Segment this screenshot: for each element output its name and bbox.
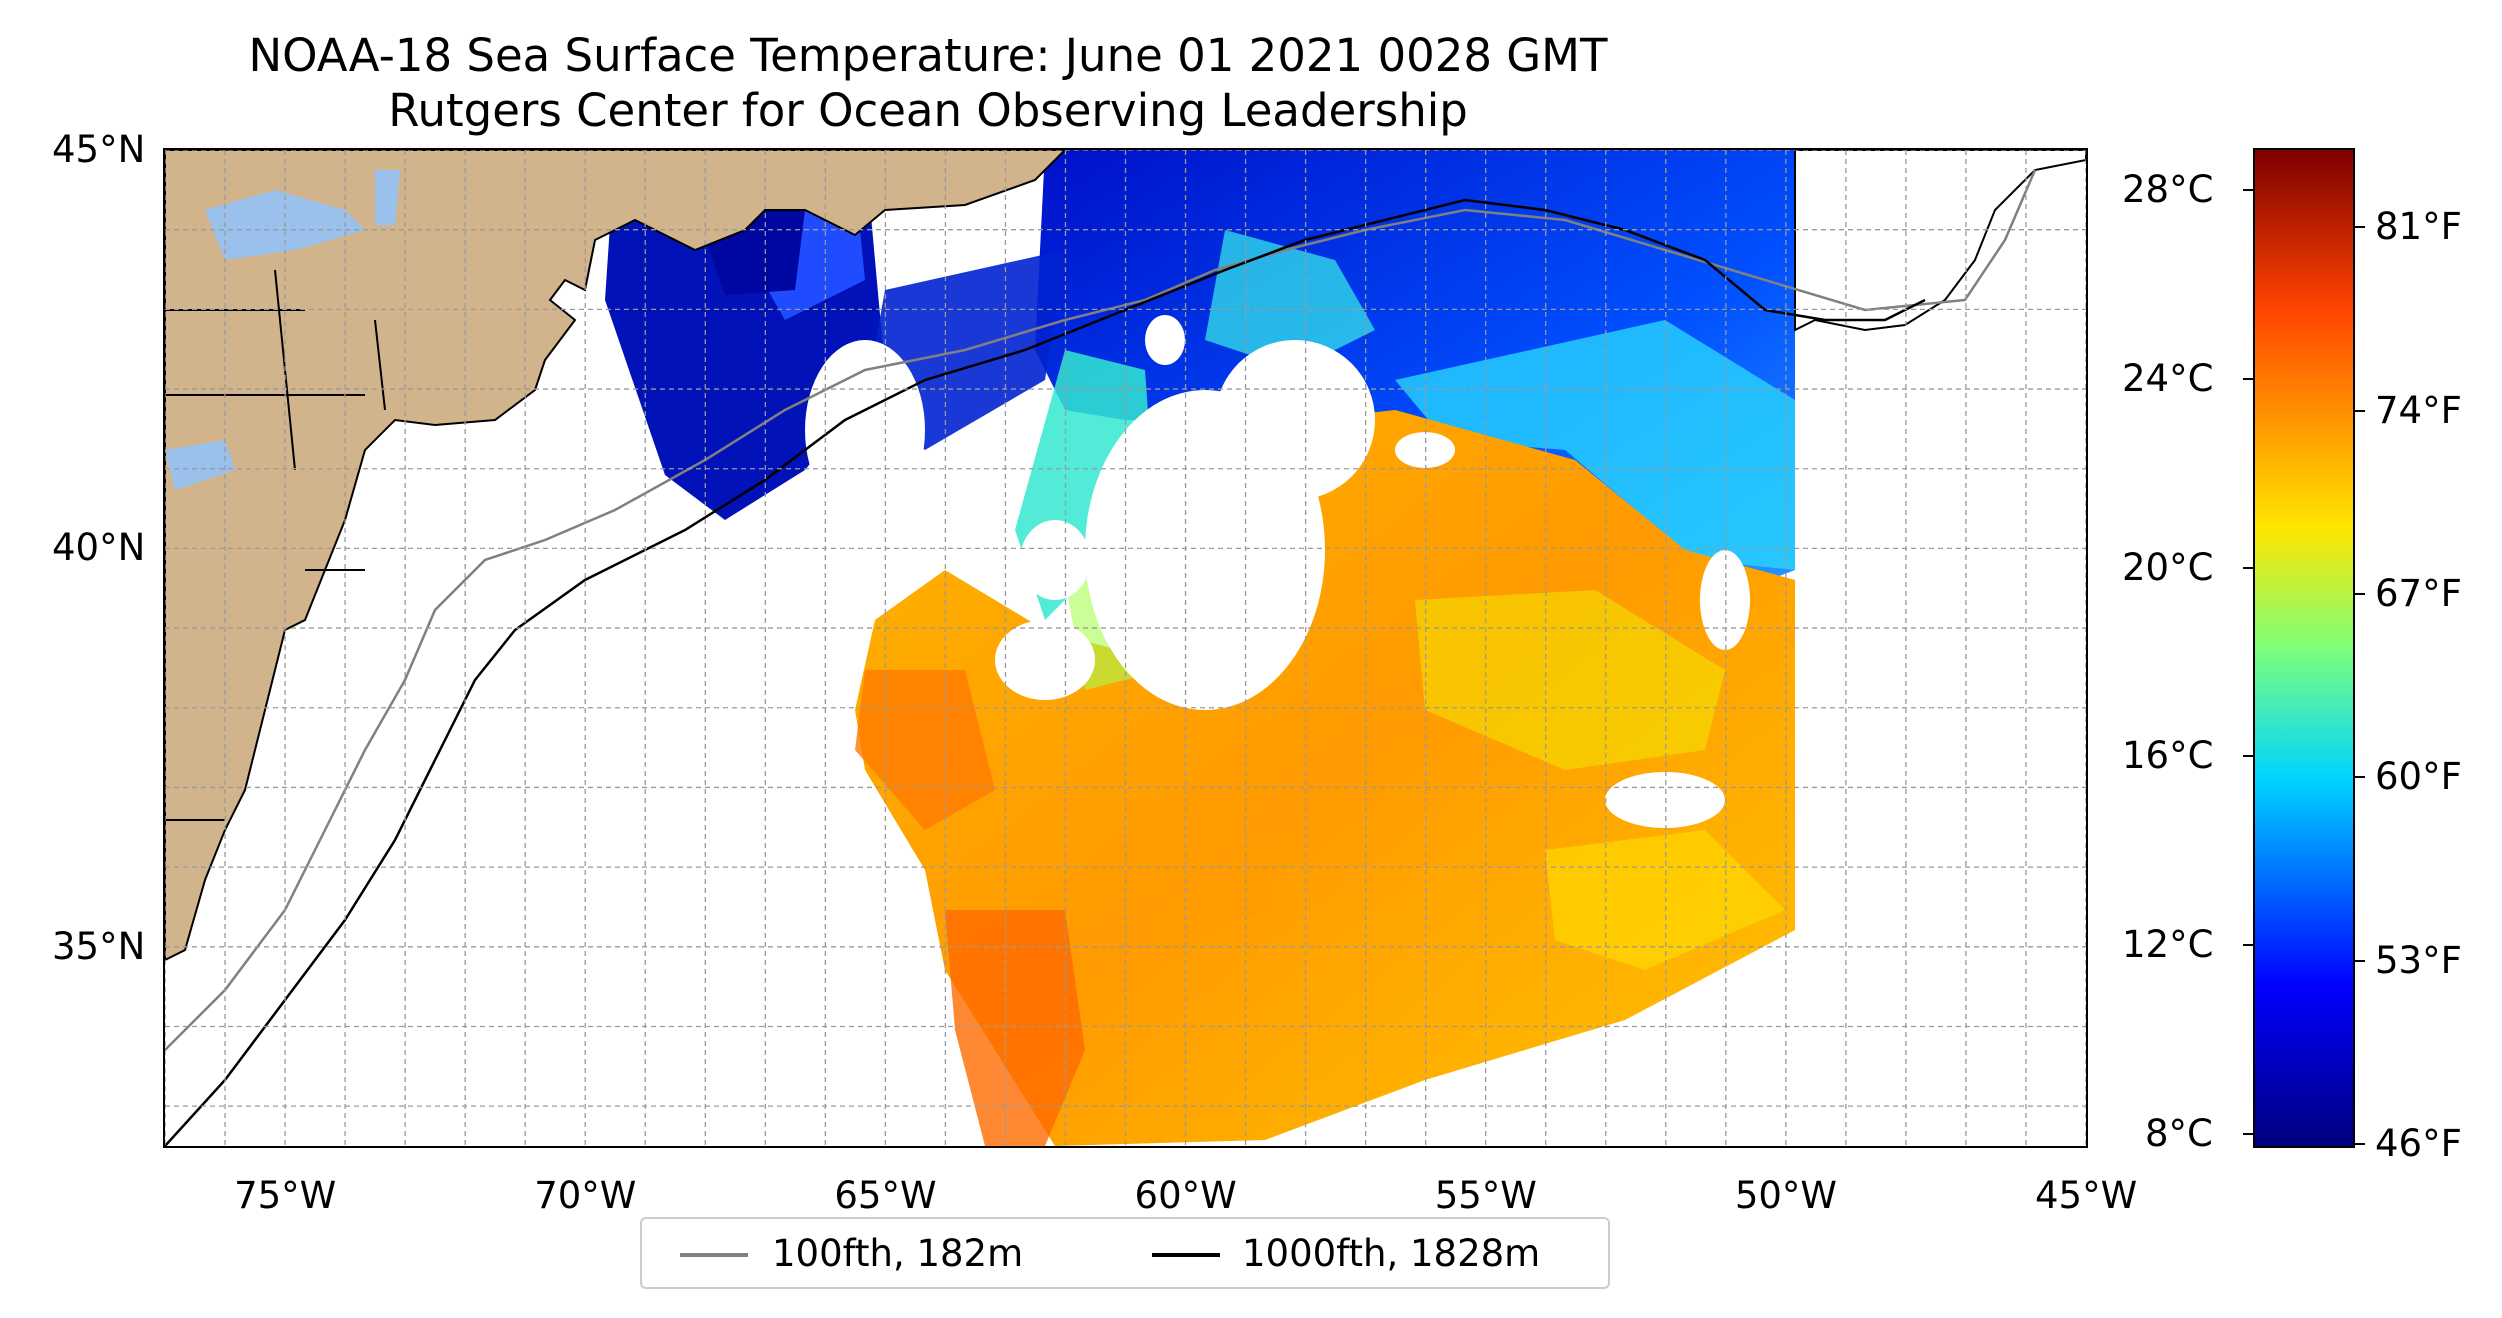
colorbar-fahrenheit-tick-label: 60°F xyxy=(2375,755,2462,799)
latitude-tick-label: 40°N xyxy=(52,526,146,570)
contour-100fth xyxy=(165,169,2037,1051)
sst-map-canvas xyxy=(165,150,2086,1146)
longitude-tick-label: 70°W xyxy=(534,1174,637,1217)
colorbar-fahrenheit-tick-label: 67°F xyxy=(2375,572,2462,616)
latitude-tick-label: 35°N xyxy=(52,924,146,968)
longitude-tick-label: 55°W xyxy=(1434,1174,1537,1217)
colorbar-fahrenheit-tick xyxy=(2355,776,2365,779)
map-title: NOAA-18 Sea Surface Temperature: June 01… xyxy=(248,29,1608,82)
colorbar-celsius-tick xyxy=(2243,189,2253,192)
colorbar-celsius-tick xyxy=(2243,1132,2253,1135)
colorbar-fahrenheit-tick xyxy=(2355,1143,2365,1146)
colorbar-celsius-tick-label: 16°C xyxy=(2122,734,2214,778)
colorbar-celsius-tick xyxy=(2243,944,2253,947)
colorbar-celsius-tick xyxy=(2243,755,2253,758)
legend-swatch-100fth xyxy=(680,1253,748,1257)
latitude-tick-label: 45°N xyxy=(52,128,146,171)
longitude-tick-label: 60°W xyxy=(1134,1174,1237,1217)
colorbar-fahrenheit-tick-label: 53°F xyxy=(2375,938,2462,982)
legend-label-1000fth: 1000fth, 1828m xyxy=(1242,1232,1541,1275)
legend-swatch-1000fth xyxy=(1152,1253,1220,1257)
colorbar-celsius-tick-label: 12°C xyxy=(2122,923,2214,967)
longitude-tick-label: 50°W xyxy=(1734,1174,1838,1217)
longitude-tick-label: 45°W xyxy=(2035,1174,2138,1217)
map-subtitle: Rutgers Center for Ocean Observing Leade… xyxy=(388,84,1468,137)
colorbar-fahrenheit-tick xyxy=(2355,226,2365,229)
colorbar-celsius-tick xyxy=(2243,378,2253,381)
map-legend: 100fth, 182m 1000fth, 1828m xyxy=(640,1217,1610,1289)
longitude-tick-label: 75°W xyxy=(234,1174,337,1217)
colorbar-fahrenheit-tick-label: 74°F xyxy=(2375,388,2462,432)
colorbar-fahrenheit-tick xyxy=(2355,409,2365,412)
colorbar-fahrenheit-tick xyxy=(2355,959,2365,962)
colorbar-fahrenheit-tick xyxy=(2355,593,2365,596)
sst-map xyxy=(163,148,2088,1148)
colorbar-fahrenheit-tick-label: 46°F xyxy=(2375,1122,2462,1166)
colorbar-celsius-tick-label: 28°C xyxy=(2122,168,2214,212)
contour-1000fth xyxy=(165,198,1926,1146)
colorbar-celsius-tick xyxy=(2243,566,2253,569)
colorbar-fahrenheit-tick-label: 81°F xyxy=(2375,205,2462,249)
longitude-tick-label: 65°W xyxy=(834,1174,937,1217)
colorbar xyxy=(2253,148,2355,1148)
colorbar-celsius-tick-label: 8°C xyxy=(2145,1111,2213,1155)
gridlines xyxy=(165,150,2086,1146)
sst-swath xyxy=(605,150,1795,1146)
colorbar-celsius-tick-label: 20°C xyxy=(2122,545,2214,589)
colorbar-celsius-tick-label: 24°C xyxy=(2122,357,2214,401)
legend-label-100fth: 100fth, 182m xyxy=(772,1232,1024,1275)
